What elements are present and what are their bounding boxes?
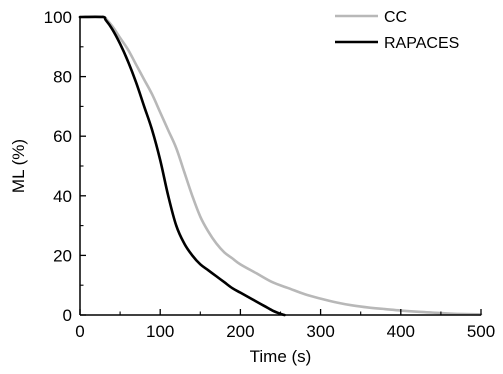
axes-layer [79, 17, 481, 316]
series-line-cc [78, 14, 483, 316]
y-axis-ticks: 0 20 40 60 80 100 [44, 8, 86, 325]
x-axis-ticks: 0 100 200 300 400 500 [75, 309, 495, 341]
y-tick-label: 40 [53, 187, 72, 206]
y-tick-label: 80 [53, 68, 72, 87]
y-axis-label: ML (%) [9, 139, 28, 193]
y-tick-label: 20 [53, 246, 72, 265]
series-layer [78, 14, 483, 317]
legend-label-cc: CC [384, 9, 407, 26]
y-tick-label: 100 [44, 8, 72, 27]
legend: CC RAPACES [335, 9, 459, 52]
y-tick-label: 60 [53, 127, 72, 146]
x-tick-label: 300 [306, 322, 334, 341]
x-tick-label: 500 [467, 322, 495, 341]
y-tick-label: 0 [63, 306, 72, 325]
x-axis-label: Time (s) [250, 347, 312, 366]
legend-label-rapaces: RAPACES [384, 35, 459, 52]
x-tick-label: 200 [226, 322, 254, 341]
series-line-rapaces [78, 15, 286, 317]
x-tick-label: 0 [75, 322, 84, 341]
x-tick-label: 400 [387, 322, 415, 341]
x-tick-label: 100 [146, 322, 174, 341]
